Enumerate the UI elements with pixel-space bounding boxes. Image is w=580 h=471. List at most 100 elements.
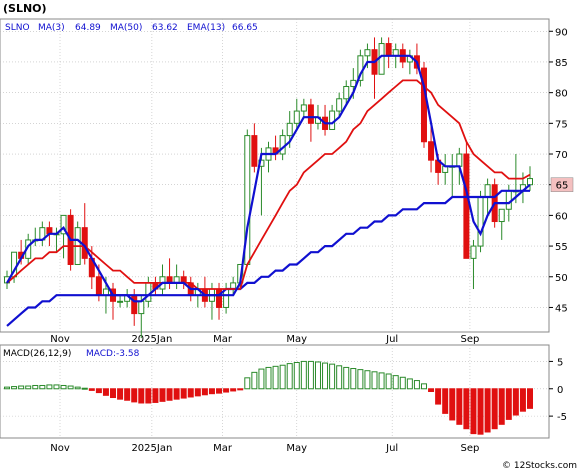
candle-up	[138, 300, 145, 315]
macd-bar-negative	[527, 388, 533, 409]
macd-bar-negative	[505, 388, 512, 420]
macd-bar-positive	[272, 365, 279, 390]
candle-down	[95, 276, 102, 296]
macd-bar-negative	[124, 388, 131, 401]
macd-bar-negative	[449, 388, 456, 421]
ticker-title: (SLNO)	[3, 2, 47, 15]
macd-bar-negative	[470, 388, 477, 435]
price-tick-label: 55	[555, 242, 568, 253]
macd-bar-negative	[223, 388, 230, 393]
ma3-legend-label: MA(3)	[38, 23, 65, 33]
ma50-legend-label: MA(50)	[110, 23, 142, 33]
macd-bar-positive	[336, 365, 343, 390]
macd-bar-positive	[350, 368, 357, 390]
macd-x-tick-label: May	[286, 443, 307, 454]
macd-bar-positive	[39, 384, 46, 390]
x-tick-label: Mar	[213, 334, 233, 345]
candle-up	[470, 245, 477, 259]
candle-up	[456, 153, 463, 167]
candle-up	[286, 122, 293, 137]
price-tick-label: 90	[555, 27, 568, 38]
macd-bar-positive	[378, 372, 385, 390]
macd-histogram	[4, 360, 533, 435]
candle-up	[343, 86, 350, 100]
price-tick-label: 50	[555, 273, 568, 284]
macd-bar-positive	[307, 360, 314, 390]
macd-bar-positive	[11, 386, 18, 390]
candle-down	[385, 43, 392, 57]
ema13-legend-label: EMA(13)	[187, 23, 225, 33]
candle-down	[81, 227, 88, 259]
candle-down	[216, 288, 223, 308]
macd-bar-positive	[406, 378, 413, 390]
macd-bar-positive	[300, 360, 307, 390]
macd-x-tick-label: 2025Jan	[131, 443, 172, 454]
macd-bar-positive	[420, 383, 427, 390]
indicator-symbol: SLNO	[5, 23, 30, 33]
macd-bar-positive	[67, 385, 74, 390]
price-tick-label: 60	[555, 211, 568, 222]
macd-bar-negative	[131, 388, 138, 403]
macd-bar-negative	[110, 388, 117, 399]
price-tick-label: 75	[555, 119, 568, 130]
macd-bar-positive	[322, 362, 329, 390]
last-price-box	[550, 177, 574, 192]
macd-bar-negative	[173, 388, 180, 400]
macd-bar-negative	[201, 388, 208, 396]
macd-x-tick-label: Sep	[460, 443, 479, 454]
ma3-line	[6, 54, 531, 303]
ema13-legend-value: 66.65	[232, 23, 258, 33]
macd-bar-positive	[74, 386, 81, 390]
macd-bar-negative	[208, 388, 215, 395]
candle-up	[364, 49, 371, 57]
price-grid	[0, 19, 549, 332]
candle-up	[293, 110, 300, 124]
macd-grid	[0, 345, 549, 438]
ma50-line	[6, 189, 530, 327]
macd-bar-negative	[477, 388, 484, 435]
macd-bar-positive	[392, 375, 399, 390]
macd-bar-positive	[279, 364, 286, 390]
macd-bar-negative	[435, 388, 442, 405]
candle-up	[117, 300, 124, 303]
macd-bar-negative	[237, 388, 244, 391]
macd-bar-negative	[117, 388, 124, 400]
macd-bar-positive	[265, 366, 272, 390]
macd-bar-positive	[413, 380, 420, 390]
macd-y-axis: -5 0 5	[549, 357, 567, 423]
candle-up	[378, 43, 385, 75]
macd-bar-positive	[364, 370, 371, 390]
macd-bar-negative	[145, 388, 152, 404]
candle-up	[505, 190, 512, 210]
macd-bar-positive	[60, 384, 67, 390]
watermark: © 12Stocks.com	[502, 461, 577, 471]
macd-bar-positive	[314, 361, 321, 390]
macd-bar-negative	[463, 388, 470, 430]
macd-bar-positive	[343, 366, 350, 390]
macd-bar-negative	[491, 388, 498, 430]
candle-up	[498, 208, 505, 223]
candle-up	[484, 184, 491, 198]
macd-bar-negative	[456, 388, 463, 425]
candle-down	[307, 104, 314, 124]
x-tick-label: Sep	[460, 334, 479, 345]
macd-x-tick-label: Mar	[213, 443, 233, 454]
macd-bar-positive	[329, 363, 336, 390]
candle-down	[428, 141, 435, 161]
price-y-axis: 45 50 55 60 65 70 75 80 85 90	[549, 27, 568, 314]
macd-bar-positive	[385, 373, 392, 390]
macd-bar-positive	[32, 384, 39, 390]
candle-up	[329, 110, 336, 130]
candle-up	[336, 98, 343, 112]
macd-bar-positive	[293, 362, 300, 390]
x-tick-label: Nov	[50, 334, 70, 345]
macd-bar-positive	[244, 377, 251, 390]
macd-tick-label: -5	[557, 412, 567, 423]
macd-x-tick-label: Nov	[50, 443, 70, 454]
macd-bar-negative	[152, 388, 159, 403]
macd-bar-negative	[230, 388, 237, 392]
macd-bar-negative	[187, 388, 194, 398]
macd-bar-negative	[88, 388, 95, 391]
macd-bar-positive	[81, 387, 88, 390]
